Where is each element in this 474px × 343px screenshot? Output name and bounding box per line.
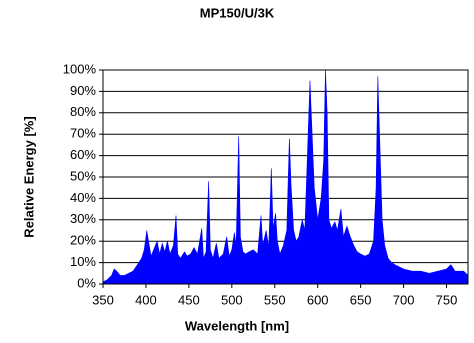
y-tick-label: 0% [77, 275, 96, 290]
x-tick-label: 500 [221, 292, 243, 307]
x-tick-label: 650 [350, 292, 372, 307]
x-tick-label: 700 [393, 292, 415, 307]
y-tick-label: 70% [70, 126, 96, 141]
x-axis-label: Wavelength [nm] [185, 318, 289, 333]
chart-title: MP150/U/3K [200, 5, 275, 20]
x-tick-label: 400 [135, 292, 157, 307]
x-tick-label: 750 [436, 292, 458, 307]
x-tick-label: 450 [178, 292, 200, 307]
plot-border [102, 69, 469, 285]
y-tick-label: 90% [70, 83, 96, 98]
y-tick-label: 100% [63, 61, 97, 76]
y-tick-label: 40% [70, 190, 96, 205]
y-axis-label: Relative Energy [%] [21, 116, 36, 237]
y-tick-label: 50% [70, 168, 96, 183]
y-tick-label: 20% [70, 233, 96, 248]
y-tick-label: 30% [70, 211, 96, 226]
spectrum-area [102, 69, 469, 285]
y-tick-label: 60% [70, 147, 96, 162]
x-tick-label: 550 [264, 292, 286, 307]
y-tick-label: 10% [70, 254, 96, 269]
x-tick-label: 350 [92, 292, 114, 307]
y-tick-label: 80% [70, 104, 96, 119]
x-tick-label: 600 [307, 292, 329, 307]
